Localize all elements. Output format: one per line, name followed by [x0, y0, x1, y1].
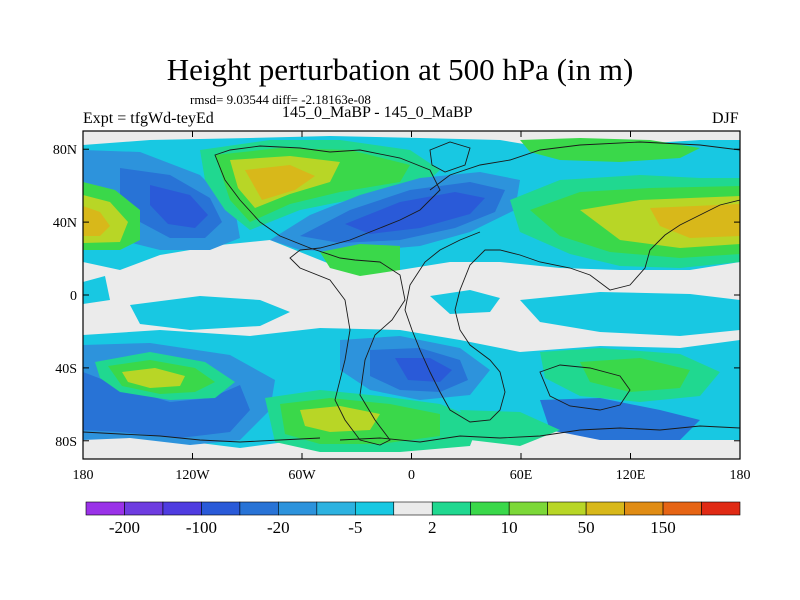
coastline-north-america — [214, 145, 441, 446]
contour-north-pacific-high-3 — [83, 206, 110, 236]
y-tick-label: 80S — [55, 435, 77, 450]
contour-south-atlantic-high-3 — [300, 406, 380, 432]
contour-tropical-atlantic — [430, 290, 500, 314]
y-tick-label: 40N — [53, 216, 77, 231]
colorbar-swatch — [508, 501, 548, 516]
x-tick-label: 120W — [175, 468, 210, 483]
y-axis-ticks: 80N 40N 0 40S 80S — [53, 143, 740, 450]
contour-tropical-pacific — [130, 296, 290, 330]
colorbar: -200 -100 -20 -5 2 10 50 150 — [85, 501, 741, 537]
colorbar-swatch — [201, 501, 241, 516]
contour-tropical-west — [83, 276, 110, 304]
colorbar-swatch — [701, 501, 741, 516]
contour-north-america-high-4 — [245, 165, 315, 200]
stats-line: rmsd= 9.03544 diff= -2.18163e-08 — [190, 92, 371, 107]
coastlines — [83, 141, 740, 446]
chart-title: Height perturbation at 500 hPa (in m) — [166, 52, 634, 87]
colorbar-swatch — [124, 501, 164, 516]
x-tick-label: 0 — [408, 468, 415, 483]
contour-indian-ocean-high-2 — [580, 358, 690, 392]
coastline-antarctica — [83, 425, 740, 443]
colorbar-label: 2 — [428, 518, 437, 537]
y-tick-label: 80N — [53, 143, 77, 158]
colorbar-swatch — [470, 501, 510, 516]
coastline-greenland — [429, 141, 471, 173]
coastline-australia — [539, 364, 631, 411]
contour-arctic-green — [520, 138, 700, 162]
contour-south-pacific-high-3 — [122, 368, 185, 388]
x-tick-label: 60E — [510, 468, 533, 483]
colorbar-swatch — [662, 501, 702, 516]
run-comparison-label: 145_0_MaBP - 145_0_MaBP — [282, 104, 473, 121]
colorbar-label: -100 — [186, 518, 217, 537]
colorbar-label: -20 — [267, 518, 290, 537]
colorbar-swatch — [278, 501, 318, 516]
colorbar-label: -5 — [348, 518, 362, 537]
colorbar-swatch — [585, 501, 625, 516]
contour-south-atlantic-low-3 — [395, 358, 452, 382]
x-tick-label: 180 — [73, 468, 94, 483]
colorbar-swatch — [85, 501, 125, 516]
map-field — [83, 131, 740, 459]
colorbar-swatch — [431, 501, 472, 516]
experiment-label: Expt = tfgWd-teyEd — [83, 110, 214, 127]
colorbar-label: 150 — [650, 518, 676, 537]
season-label: DJF — [712, 110, 739, 127]
contour-indian-ocean-low — [540, 398, 700, 440]
colorbar-swatch — [354, 501, 395, 516]
y-tick-label: 40S — [55, 362, 77, 377]
colorbar-swatch — [316, 501, 356, 516]
coastline-eurasia-africa — [404, 141, 740, 423]
contour-tropical-indian — [520, 292, 740, 336]
colorbar-swatch — [393, 501, 433, 516]
x-tick-label: 120E — [616, 468, 646, 483]
colorbar-swatch — [239, 501, 279, 516]
y-tick-label: 0 — [70, 289, 77, 304]
colorbar-swatch — [624, 501, 664, 516]
contour-pacific-low-3 — [150, 185, 208, 228]
colorbar-label: 10 — [501, 518, 518, 537]
colorbar-label: -200 — [109, 518, 140, 537]
x-axis-ticks: 180 120W 60W 0 60E 120E 180 — [73, 131, 751, 483]
x-tick-label: 60W — [288, 468, 316, 483]
colorbar-swatch — [162, 501, 202, 516]
colorbar-swatch — [547, 501, 587, 516]
x-tick-label: 180 — [730, 468, 751, 483]
colorbar-label: 50 — [578, 518, 595, 537]
